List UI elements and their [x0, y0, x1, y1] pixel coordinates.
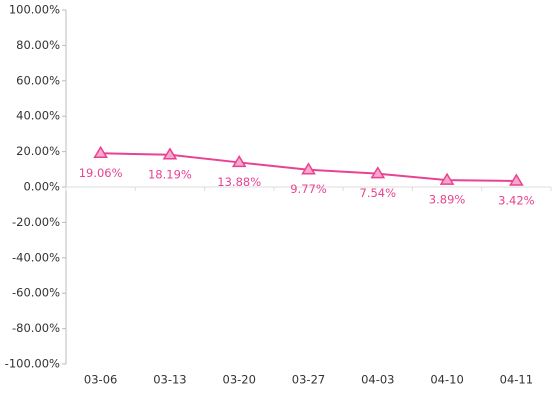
data-label: 13.88% [217, 175, 261, 189]
y-tick-label: -60.00% [12, 286, 60, 300]
marker [509, 173, 524, 186]
marker [231, 154, 247, 168]
data-label: 7.54% [360, 186, 397, 200]
x-tick-label: 04-10 [430, 373, 463, 387]
data-label: 3.42% [498, 193, 535, 207]
x-tick-label: 03-20 [223, 373, 256, 387]
y-tick-label: -80.00% [12, 321, 60, 335]
x-tick-label: 04-03 [361, 373, 394, 387]
y-tick-label: 80.00% [16, 38, 60, 52]
marker [439, 172, 455, 185]
y-tick-label: -20.00% [12, 215, 60, 229]
y-tick-label: -100.00% [5, 357, 60, 371]
y-tick-label: 60.00% [16, 73, 60, 87]
y-tick-label: 20.00% [16, 144, 60, 158]
y-tick-label: 0.00% [23, 180, 60, 194]
x-tick-label: 04-11 [500, 373, 533, 387]
data-label: 19.06% [79, 166, 123, 180]
data-label: 3.89% [429, 193, 466, 207]
data-label: 18.19% [148, 167, 192, 181]
marker [301, 162, 316, 175]
marker [93, 145, 108, 159]
marker [370, 166, 386, 179]
y-tick-label: 40.00% [16, 109, 60, 123]
marker [162, 147, 178, 160]
data-label: 9.77% [290, 182, 327, 196]
y-tick-label: 100.00% [9, 3, 60, 17]
x-tick-label: 03-27 [292, 373, 325, 387]
x-tick-label: 03-13 [153, 373, 186, 387]
y-tick-label: -40.00% [12, 250, 60, 264]
x-tick-label: 03-06 [84, 373, 117, 387]
